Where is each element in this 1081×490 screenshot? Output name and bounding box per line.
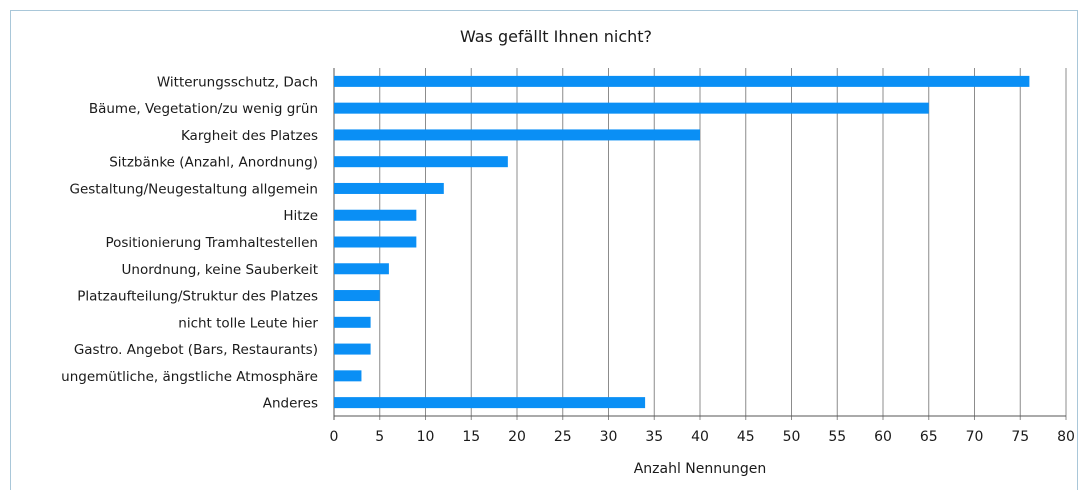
x-tick-label: 60 <box>874 429 892 445</box>
x-tick-label: 30 <box>600 429 618 445</box>
x-tick-label: 55 <box>828 429 846 445</box>
bar <box>334 182 444 194</box>
x-tick-label: 15 <box>462 429 480 445</box>
bars <box>334 75 1030 409</box>
x-tick-label: 65 <box>920 429 938 445</box>
x-tick-label: 40 <box>691 429 709 445</box>
category-label: Kargheit des Platzes <box>181 128 318 144</box>
bar <box>334 75 1030 87</box>
category-label: nicht tolle Leute hier <box>178 315 318 331</box>
category-label: Sitzbänke (Anzahl, Anordnung) <box>109 155 318 171</box>
chart-title: Was gefällt Ihnen nicht? <box>460 27 652 46</box>
x-tick-label: 35 <box>645 429 663 445</box>
bar <box>334 209 417 221</box>
x-axis-label: Anzahl Nennungen <box>634 461 767 477</box>
category-labels: Witterungsschutz, Dach Bäume, Vegetation/… <box>61 74 318 411</box>
category-label: Anderes <box>263 396 318 412</box>
bar <box>334 290 380 302</box>
x-tick-label: 80 <box>1057 429 1075 445</box>
x-tick-label: 5 <box>375 429 384 445</box>
category-label: Hitze <box>283 208 318 224</box>
x-tick-label: 75 <box>1011 429 1029 445</box>
bar <box>334 397 646 409</box>
x-tick-label: 70 <box>966 429 984 445</box>
bar <box>334 343 371 355</box>
x-tick-labels: 0 5 10 15 20 25 30 35 40 45 50 55 60 65 70 75 80 <box>330 429 1075 445</box>
bar <box>334 129 700 141</box>
category-label: Unordnung, keine Sauberkeit <box>122 262 318 278</box>
gridlines <box>333 68 1067 420</box>
category-label: Bäume, Vegetation/zu wenig grün <box>89 101 318 117</box>
category-label: Gastro. Angebot (Bars, Restaurants) <box>74 342 318 358</box>
x-tick-label: 10 <box>417 429 435 445</box>
bar <box>334 370 362 382</box>
category-label: Positionierung Tramhaltestellen <box>105 235 318 251</box>
x-tick-label: 25 <box>554 429 572 445</box>
x-tick-label: 20 <box>508 429 526 445</box>
bar <box>334 316 371 328</box>
bar <box>334 236 417 248</box>
category-label: Witterungsschutz, Dach <box>157 74 318 90</box>
x-tick-label: 50 <box>783 429 801 445</box>
category-label: Platzaufteilung/Struktur des Platzes <box>77 289 318 305</box>
chart-frame <box>10 10 1078 490</box>
category-label: ungemütliche, ängstliche Atmosphäre <box>61 369 318 385</box>
x-tick-label: 45 <box>737 429 755 445</box>
category-label: Gestaltung/Neugestaltung allgemein <box>69 181 318 197</box>
bar <box>334 102 929 114</box>
bar-chart: Was gefällt Ihnen nicht? Witterungsschut… <box>61 27 1075 477</box>
bar <box>334 156 508 168</box>
bar <box>334 263 389 275</box>
x-tick-label: 0 <box>330 429 339 445</box>
